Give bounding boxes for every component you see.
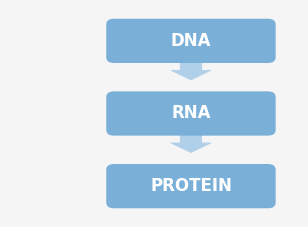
- Polygon shape: [171, 59, 211, 80]
- FancyBboxPatch shape: [106, 19, 276, 63]
- Polygon shape: [171, 131, 211, 153]
- Text: RNA: RNA: [171, 104, 211, 123]
- Text: DNA: DNA: [171, 32, 211, 50]
- FancyBboxPatch shape: [106, 91, 276, 136]
- FancyBboxPatch shape: [106, 164, 276, 208]
- Text: PROTEIN: PROTEIN: [150, 177, 232, 195]
